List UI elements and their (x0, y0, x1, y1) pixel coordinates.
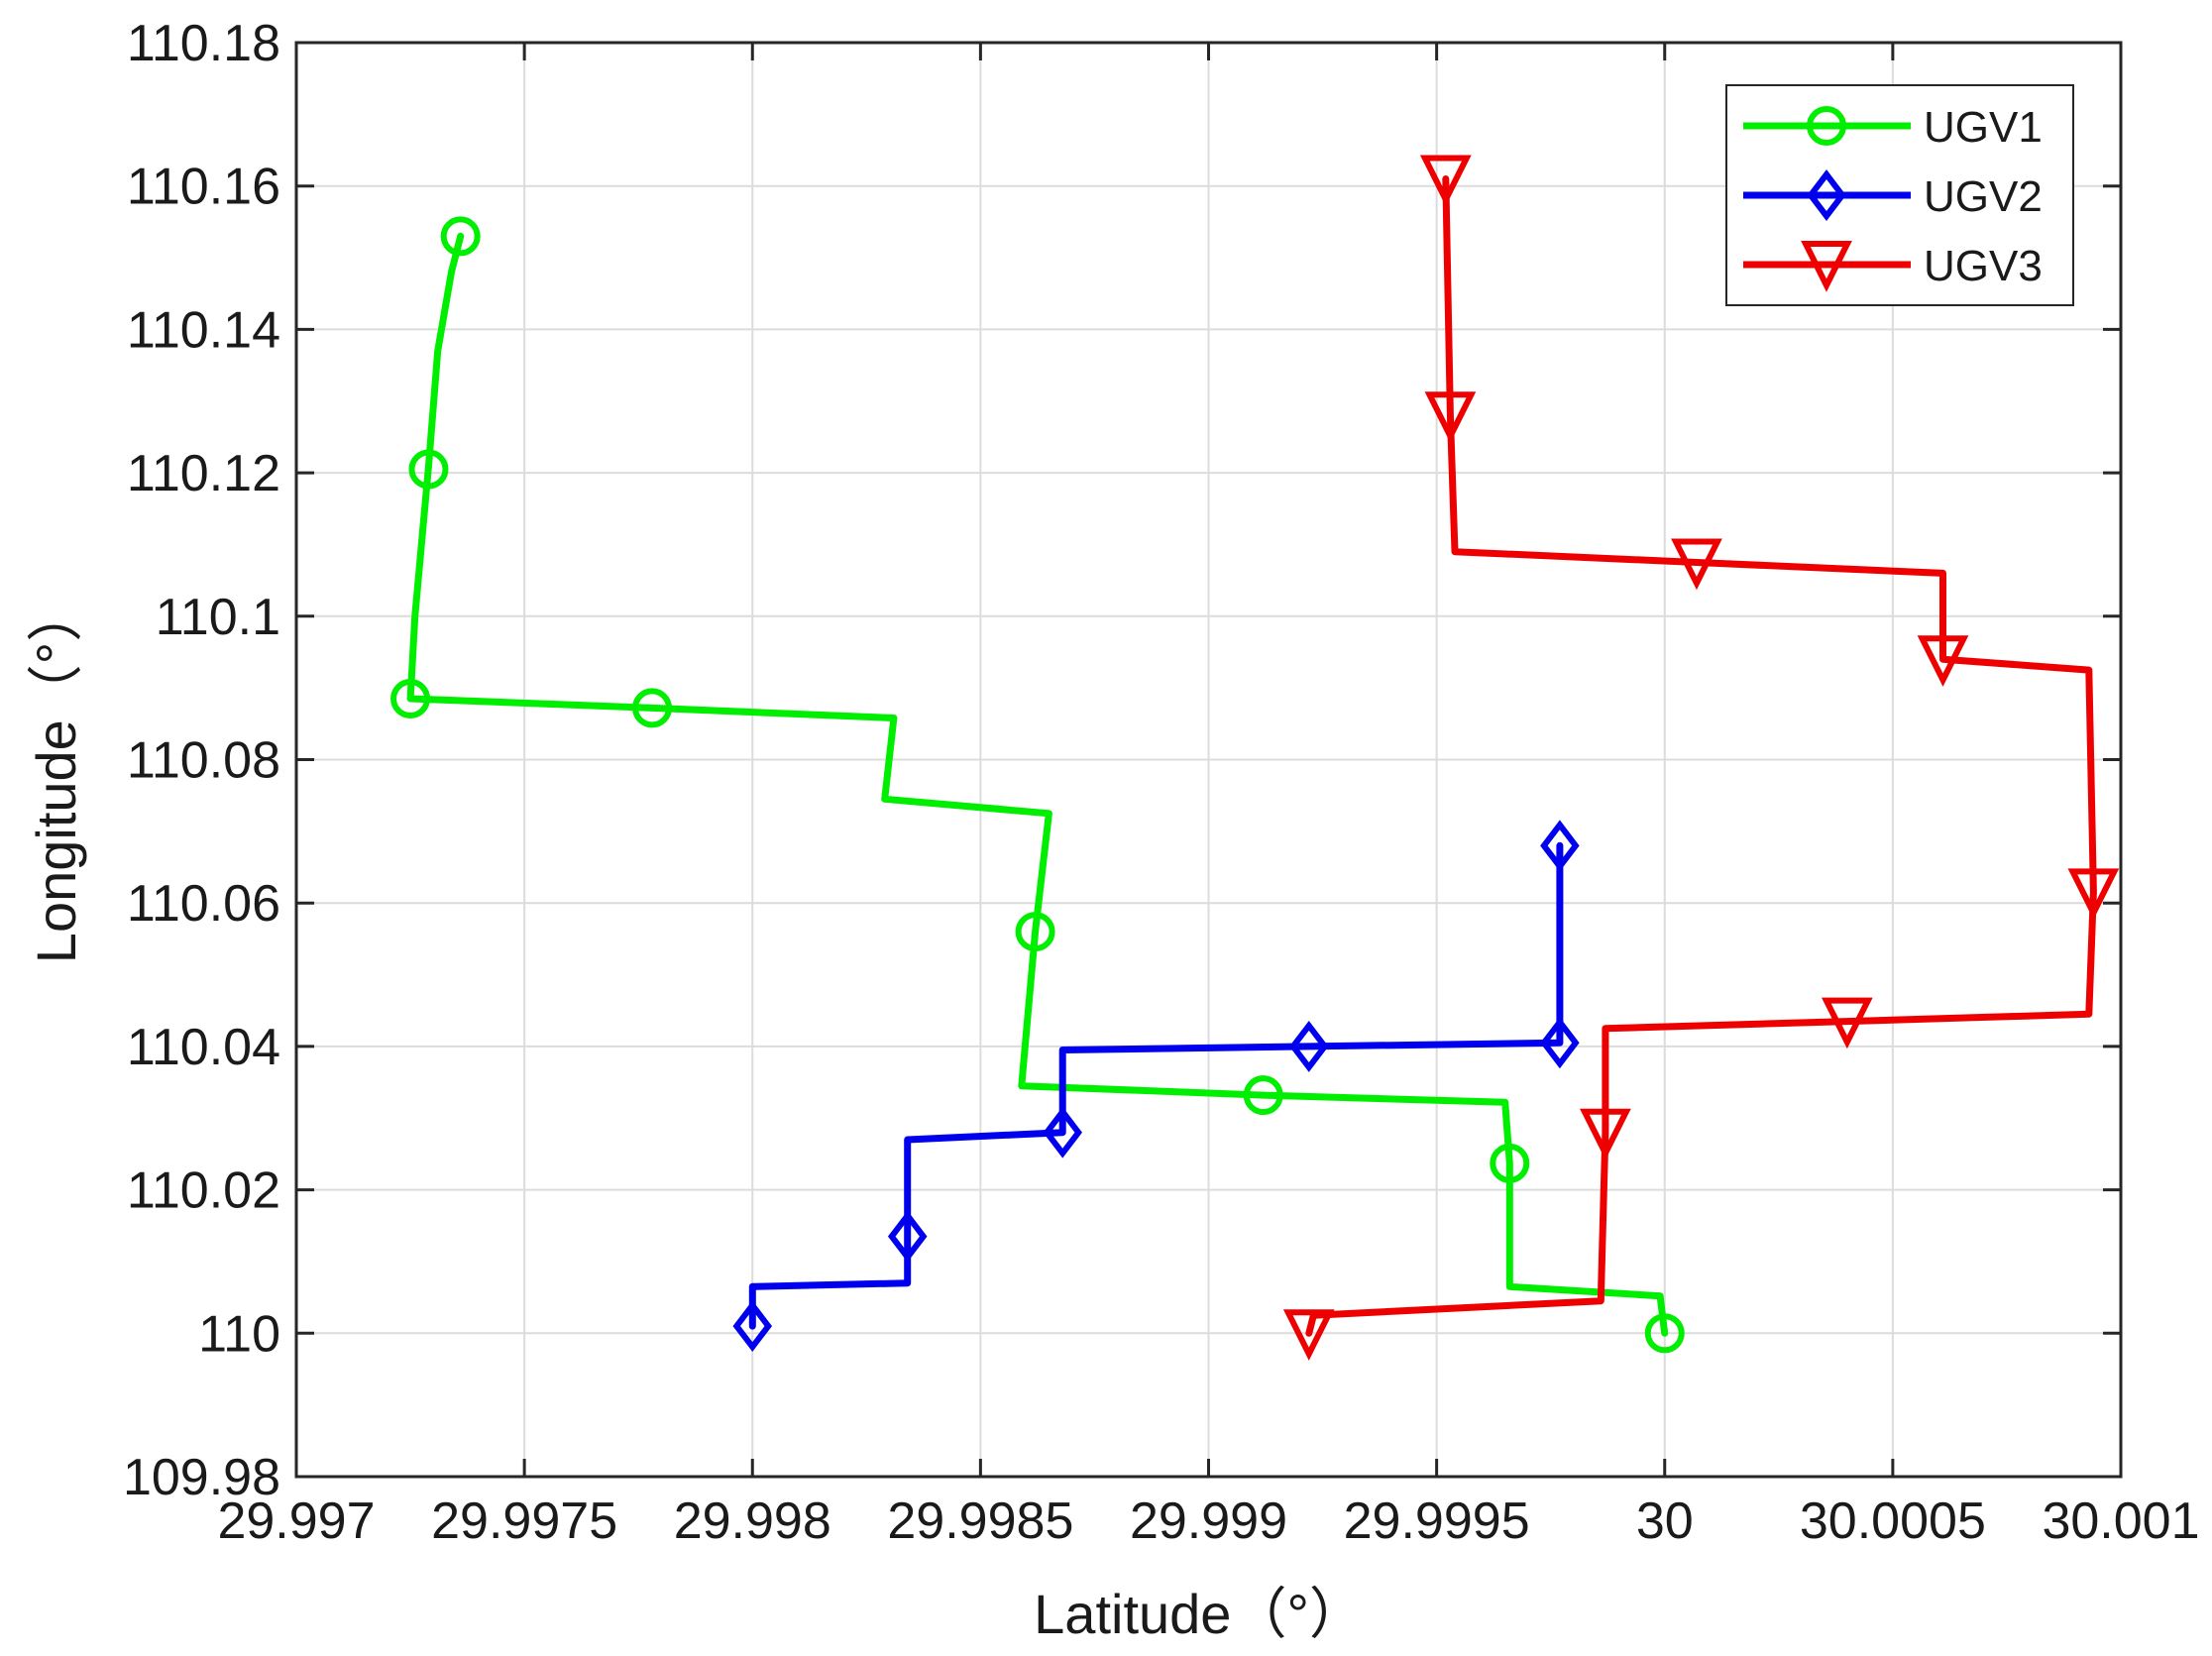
data-point-ugv1 (390, 679, 431, 719)
x-tick-label: 29.998 (674, 1492, 831, 1550)
legend-label-ugv3: UGV3 (1924, 242, 2043, 290)
data-point-ugv2 (887, 1210, 928, 1263)
legend: UGV1 UGV2 UGV3 (1725, 84, 2074, 306)
series-layer (390, 155, 2120, 1362)
series-ugv2 (732, 820, 1580, 1353)
data-point-ugv3 (1419, 155, 1472, 207)
data-point-ugv3 (1917, 635, 1969, 687)
data-point-ugv1 (1015, 912, 1055, 952)
x-tick-label: 29.9985 (887, 1492, 1073, 1550)
legend-label-ugv2: UGV2 (1924, 172, 2043, 221)
y-tick-label: 109.98 (123, 1449, 280, 1506)
y-tick-label: 110.18 (127, 15, 280, 72)
data-point-ugv3 (1821, 997, 1873, 1049)
y-tick-label: 110 (198, 1305, 280, 1363)
data-point-ugv2 (1043, 1106, 1082, 1159)
y-tick-label: 110.08 (127, 732, 280, 790)
y-axis-label: Longitude（°） (25, 587, 87, 963)
data-point-ugv1 (1644, 1313, 1685, 1354)
data-point-ugv2 (1540, 820, 1580, 872)
data-point-ugv3 (1580, 1108, 1631, 1160)
y-tick-label: 110.12 (127, 445, 280, 502)
y-tick-label: 110.1 (156, 589, 280, 646)
y-tick-label: 110.06 (127, 875, 280, 933)
x-tick-label: 30.001 (2042, 1492, 2199, 1550)
y-tick-label: 110.04 (127, 1019, 280, 1076)
data-point-ugv3 (1671, 538, 1722, 591)
series-ugv3 (1282, 155, 2120, 1362)
x-tick-label: 29.9975 (431, 1492, 617, 1550)
series-line-ugv2 (748, 841, 1564, 1330)
axis-ticks: 29.997 29.9975 29.998 29.9985 29.999 29.9995 3… (123, 15, 2200, 1550)
legend-marker-ugv3 (1801, 241, 1852, 292)
data-point-ugv1 (440, 216, 481, 257)
data-point-ugv2 (1288, 1020, 1329, 1072)
x-tick-label: 29.997 (217, 1492, 375, 1550)
data-point-ugv2 (1540, 1017, 1580, 1069)
data-point-ugv3 (2067, 868, 2120, 921)
x-axis-label: Latitude（°） (1034, 1583, 1365, 1645)
data-point-ugv1 (631, 688, 672, 728)
x-tick-label: 29.9995 (1344, 1492, 1530, 1550)
data-point-ugv3 (1282, 1309, 1335, 1362)
series-line-ugv3 (1305, 175, 2097, 1337)
series-ugv1 (390, 216, 1685, 1354)
series-line-ugv1 (406, 232, 1669, 1337)
data-point-ugv1 (1243, 1075, 1283, 1116)
legend-label-ugv1: UGV1 (1924, 103, 2043, 152)
data-point-ugv3 (1424, 391, 1477, 443)
x-tick-label: 29.999 (1130, 1492, 1287, 1550)
data-point-ugv1 (408, 449, 449, 490)
x-tick-label: 30 (1636, 1492, 1694, 1550)
legend-marker-ugv1 (1807, 106, 1846, 146)
legend-marker-ugv2 (1807, 169, 1846, 221)
data-point-ugv2 (732, 1300, 773, 1353)
data-point-ugv1 (1490, 1143, 1530, 1183)
x-tick-label: 30.0005 (1800, 1492, 1986, 1550)
y-tick-label: 110.14 (127, 301, 280, 359)
y-tick-label: 110.16 (127, 159, 280, 216)
y-tick-label: 110.02 (127, 1162, 280, 1220)
